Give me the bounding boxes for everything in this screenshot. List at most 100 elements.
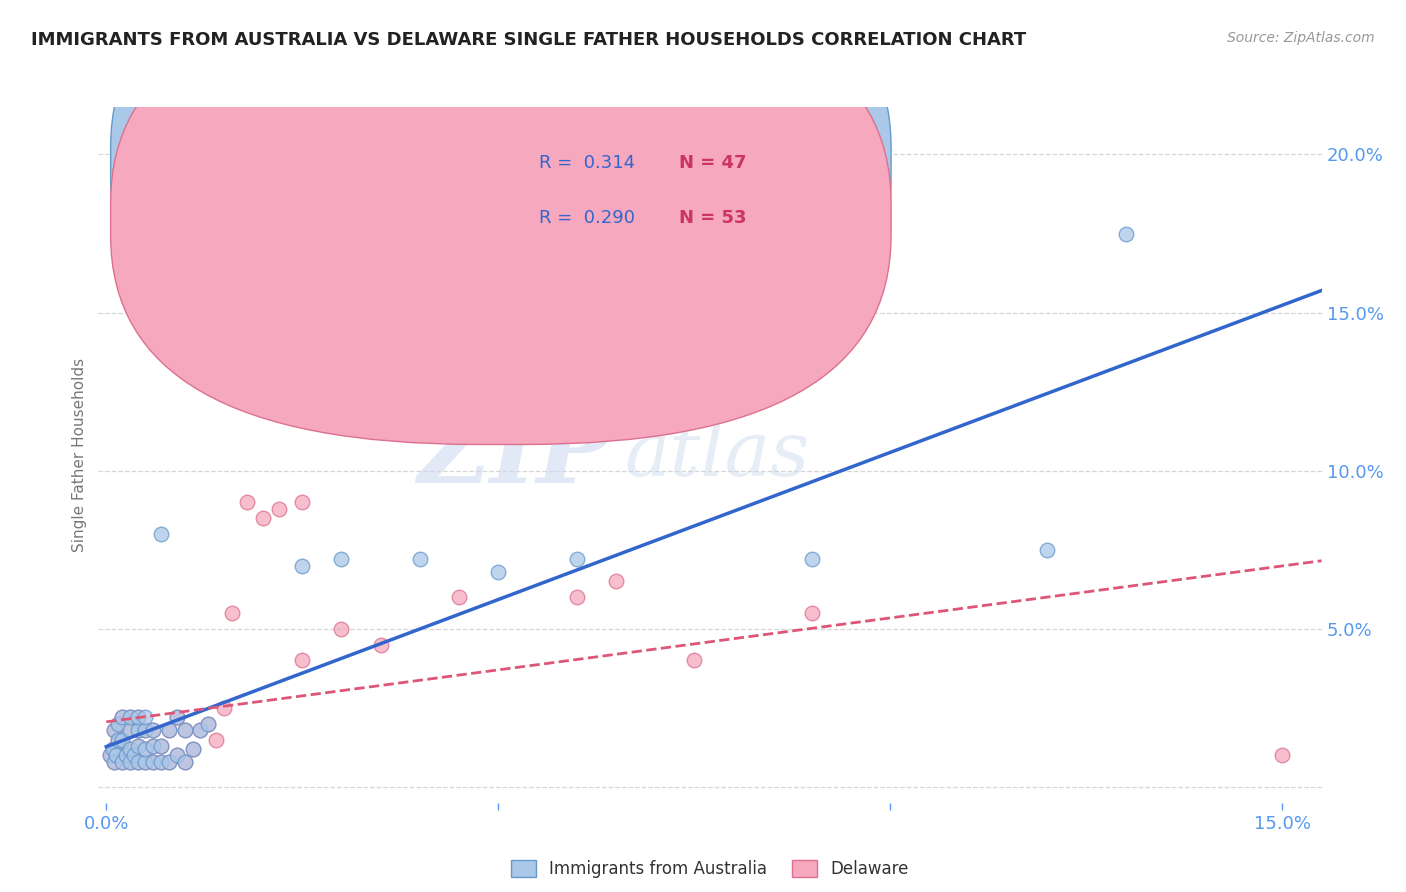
Point xyxy=(118,723,141,737)
Point xyxy=(142,739,165,753)
Point xyxy=(127,710,149,724)
Point xyxy=(409,552,432,566)
Text: ZIP: ZIP xyxy=(418,407,612,503)
Point xyxy=(181,742,204,756)
Point xyxy=(252,511,274,525)
Point xyxy=(103,755,125,769)
Point xyxy=(134,742,156,756)
Point xyxy=(683,653,706,667)
Point xyxy=(267,501,290,516)
Point xyxy=(291,558,314,573)
Point xyxy=(565,552,588,566)
Text: N = 53: N = 53 xyxy=(679,210,747,227)
Point xyxy=(127,723,149,737)
Point xyxy=(118,742,141,756)
Point xyxy=(166,748,188,763)
Point xyxy=(150,755,173,769)
Y-axis label: Single Father Households: Single Father Households xyxy=(72,358,87,552)
Point xyxy=(134,710,156,724)
Text: R =  0.314: R = 0.314 xyxy=(538,153,636,171)
Point xyxy=(104,748,127,763)
Point xyxy=(1115,227,1137,241)
Point xyxy=(197,716,219,731)
Point xyxy=(330,552,353,566)
Point xyxy=(118,755,141,769)
Point xyxy=(150,739,173,753)
Point xyxy=(188,723,212,737)
Point xyxy=(127,755,149,769)
Point xyxy=(111,732,134,747)
Point xyxy=(166,710,188,724)
Point xyxy=(118,723,141,737)
Point xyxy=(1036,542,1059,557)
Point xyxy=(134,755,156,769)
Point xyxy=(127,723,149,737)
Point xyxy=(1271,748,1294,763)
Point xyxy=(142,723,165,737)
Point xyxy=(111,755,134,769)
Point xyxy=(104,748,127,763)
Point xyxy=(115,748,138,763)
Point xyxy=(142,723,165,737)
Point xyxy=(236,495,259,509)
Point xyxy=(118,742,141,756)
Point xyxy=(150,527,173,541)
Point xyxy=(181,742,204,756)
Point xyxy=(801,606,824,620)
Point xyxy=(127,739,149,753)
Point xyxy=(115,748,138,763)
Point xyxy=(118,755,141,769)
Point xyxy=(107,716,129,731)
Point xyxy=(103,723,125,737)
Point xyxy=(103,723,125,737)
Point xyxy=(370,638,392,652)
Point xyxy=(197,716,219,731)
Point xyxy=(166,748,188,763)
Point xyxy=(605,574,627,589)
Point xyxy=(101,742,124,756)
Point xyxy=(134,742,156,756)
FancyBboxPatch shape xyxy=(111,0,891,389)
FancyBboxPatch shape xyxy=(111,0,891,444)
Point xyxy=(173,755,195,769)
Point xyxy=(142,755,165,769)
Point xyxy=(173,723,195,737)
Point xyxy=(142,755,165,769)
Point xyxy=(134,723,156,737)
Point xyxy=(107,732,129,747)
Point xyxy=(122,748,145,763)
Point xyxy=(98,748,121,763)
Point xyxy=(127,710,149,724)
Point xyxy=(118,710,141,724)
Point xyxy=(103,755,125,769)
Point xyxy=(330,622,353,636)
Point xyxy=(205,732,228,747)
Legend: Immigrants from Australia, Delaware: Immigrants from Australia, Delaware xyxy=(505,854,915,885)
Text: N = 47: N = 47 xyxy=(679,153,747,171)
Point xyxy=(98,748,121,763)
Point xyxy=(111,710,134,724)
Point xyxy=(157,723,180,737)
Point xyxy=(142,739,165,753)
Point xyxy=(134,755,156,769)
Point xyxy=(127,739,149,753)
Point xyxy=(801,552,824,566)
Point xyxy=(291,495,314,509)
Point xyxy=(122,748,145,763)
Point xyxy=(127,755,149,769)
Point xyxy=(173,755,195,769)
FancyBboxPatch shape xyxy=(453,121,820,260)
Point xyxy=(291,653,314,667)
Point xyxy=(111,732,134,747)
Point xyxy=(107,716,129,731)
Point xyxy=(111,755,134,769)
Point xyxy=(157,755,180,769)
Point xyxy=(212,701,235,715)
Point xyxy=(188,723,212,737)
Point xyxy=(150,755,173,769)
Text: atlas: atlas xyxy=(624,418,810,491)
Text: R =  0.290: R = 0.290 xyxy=(538,210,634,227)
Point xyxy=(486,565,509,579)
Point xyxy=(166,710,188,724)
Point xyxy=(150,739,173,753)
